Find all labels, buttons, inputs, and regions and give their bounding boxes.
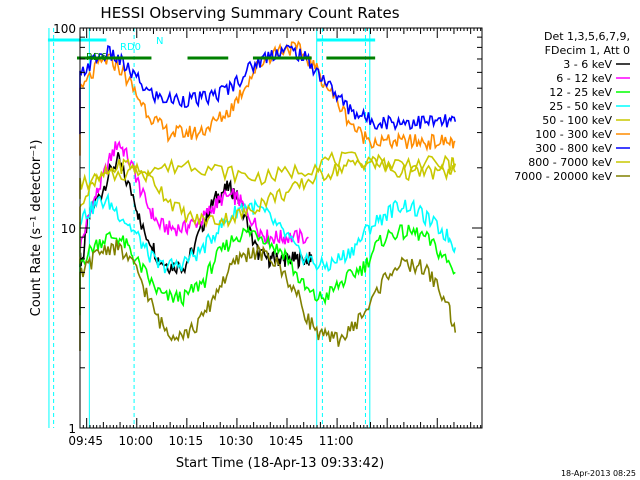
series-line-2 <box>79 224 456 316</box>
series-line-7 <box>79 150 457 199</box>
flag-label-rd0: RD0 <box>120 42 141 53</box>
series-line-8 <box>79 239 457 351</box>
legend-entry-7: 800 - 7000 keV <box>528 156 612 169</box>
x-tick-label: 10:30 <box>219 434 254 448</box>
flag-label-rd6: RD6 <box>86 52 107 63</box>
legend-entry-0: 3 - 6 keV <box>563 58 612 71</box>
y-tick-label: 100 <box>53 22 76 36</box>
legend-header: FDecim 1, Att 0 <box>545 44 630 57</box>
chart-title: HESSI Observing Summary Count Rates <box>100 4 399 22</box>
y-tick-label: 10 <box>61 222 76 236</box>
series-line-3 <box>79 192 457 274</box>
legend-entry-2: 12 - 25 keV <box>549 86 612 99</box>
timestamp: 18-Apr-2013 08:25 <box>561 469 636 478</box>
legend-entry-3: 25 - 50 keV <box>549 100 612 113</box>
plot-frame <box>79 27 483 429</box>
x-tick-label: 10:00 <box>118 434 153 448</box>
flag-label-n: N <box>156 36 163 47</box>
x-tick-label: 11:00 <box>319 434 354 448</box>
legend-entry-6: 300 - 800 keV <box>535 142 612 155</box>
x-tick-label: 09:45 <box>68 434 103 448</box>
y-tick-label: 1 <box>68 422 76 436</box>
series-line-4 <box>79 155 456 264</box>
x-tick-label: 10:45 <box>269 434 304 448</box>
legend-entry-1: 6 - 12 keV <box>556 72 612 85</box>
x-tick-label: 10:15 <box>169 434 204 448</box>
legend-header: Det 1,3,5,6,7,9, <box>544 30 630 43</box>
series-line-6 <box>79 44 457 135</box>
y-axis-label: Count Rate (s⁻¹ detector⁻¹) <box>29 140 44 317</box>
legend-entry-5: 100 - 300 keV <box>535 128 612 141</box>
legend-entry-4: 50 - 100 keV <box>542 114 612 127</box>
legend-entry-8: 7000 - 20000 keV <box>514 170 612 183</box>
x-axis-label: Start Time (18-Apr-13 09:33:42) <box>176 456 384 471</box>
